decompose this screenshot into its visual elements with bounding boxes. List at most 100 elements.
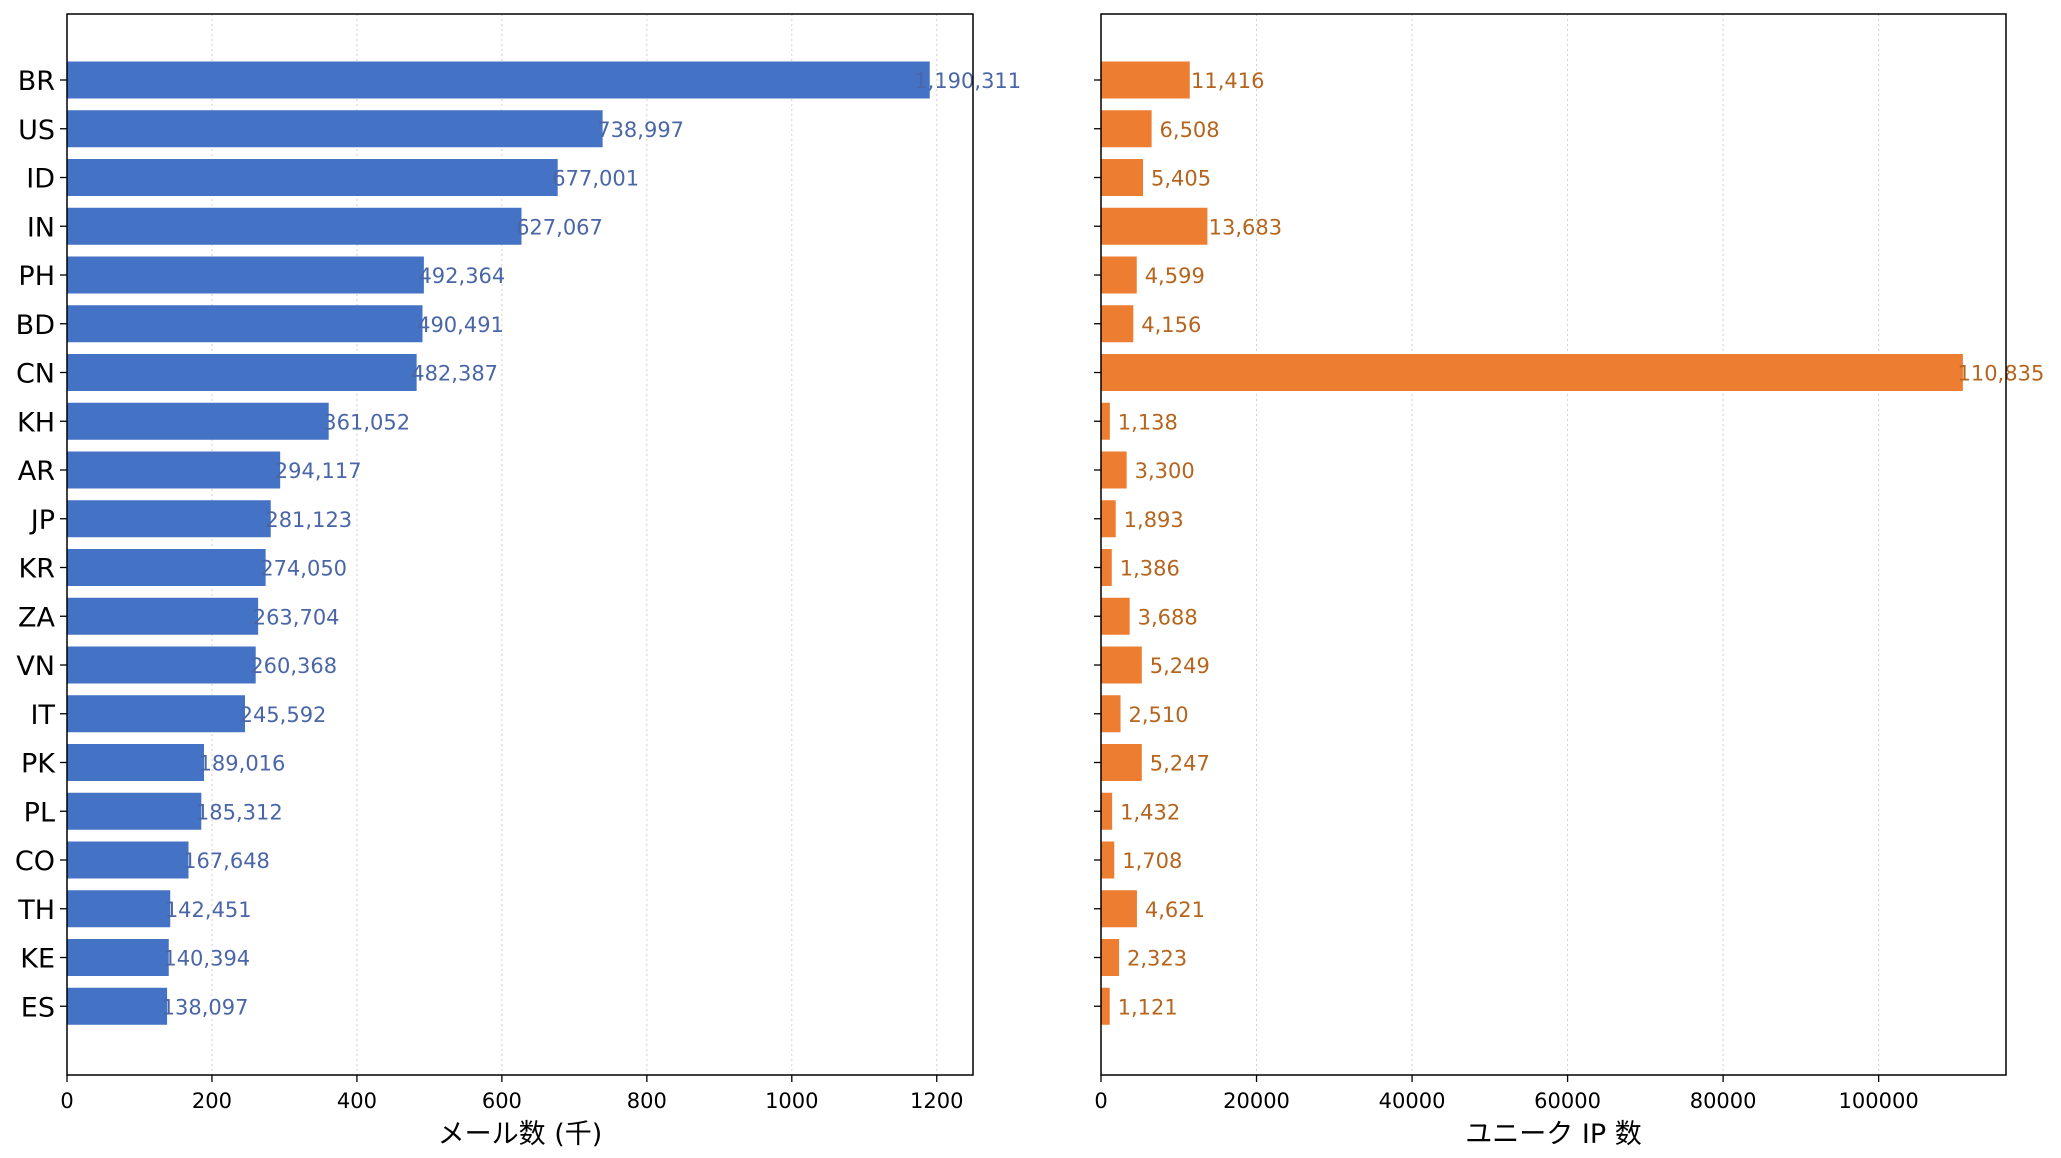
- email-bar-pl: [67, 792, 202, 830]
- ip-bar-ke: [1101, 939, 1120, 976]
- email-bar-id: [67, 159, 558, 196]
- y-tick-label-kh: KH: [17, 407, 55, 438]
- ip-x-tick-label: 40000: [1379, 1089, 1446, 1113]
- ip-bar-ar: [1101, 451, 1127, 489]
- ip-x-tick-label: 100000: [1839, 1089, 1919, 1113]
- y-tick-label-pl: PL: [24, 797, 55, 828]
- y-tick-label-ph: PH: [18, 261, 55, 292]
- email-count-panel: 1,190,311 BR 738,997 US 677,001 ID 627,067 IN 49…: [15, 13, 1021, 1150]
- email-x-tick-label: 600: [482, 1089, 522, 1113]
- y-tick-label-cn: CN: [16, 359, 55, 390]
- email-bar-ar: [67, 451, 281, 489]
- ip-value-label-jp: 1,893: [1124, 508, 1184, 532]
- ip-value-label-br: 11,416: [1191, 69, 1264, 93]
- ip-value-label-es: 1,121: [1118, 995, 1178, 1019]
- y-tick-label-ke: KE: [20, 944, 55, 975]
- email-value-label-es: 138,097: [162, 995, 249, 1019]
- email-value-label-ar: 294,117: [275, 459, 362, 483]
- ip-x-tick-label: 20000: [1223, 1089, 1290, 1113]
- ip-bar-in: [1101, 207, 1208, 245]
- ip-bar-br: [1101, 61, 1190, 99]
- email-value-label-br: 1,190,311: [914, 69, 1021, 93]
- y-tick-label-th: TH: [17, 895, 55, 926]
- email-bar-vn: [67, 646, 256, 684]
- email-x-tick-label: 0: [60, 1089, 73, 1113]
- ip-bar-jp: [1101, 500, 1116, 538]
- ip-bar-th: [1101, 890, 1137, 928]
- email-value-label-ke: 140,394: [163, 947, 250, 971]
- y-tick-label-bd: BD: [16, 310, 55, 341]
- email-x-axis-label: メール数 (千): [438, 1119, 603, 1150]
- email-bar-cn: [67, 354, 417, 391]
- email-x-tick-label: 400: [337, 1089, 377, 1113]
- email-bar-ke: [67, 939, 169, 976]
- ip-x-axis-label: ユニーク IP 数: [1465, 1119, 1641, 1150]
- email-x-tick-label: 1000: [765, 1089, 818, 1113]
- ip-value-label-kr: 1,386: [1120, 557, 1180, 581]
- y-tick-label-co: CO: [15, 846, 55, 877]
- email-value-label-za: 263,704: [253, 605, 340, 629]
- email-value-label-kr: 274,050: [260, 557, 347, 581]
- email-value-label-th: 142,451: [165, 898, 252, 922]
- y-tick-label-jp: JP: [29, 505, 55, 536]
- ip-x-tick-label: 60000: [1534, 1089, 1601, 1113]
- email-value-label-jp: 281,123: [265, 508, 352, 532]
- ip-value-label-us: 6,508: [1160, 118, 1220, 142]
- y-tick-label-pk: PK: [21, 749, 56, 780]
- ip-value-label-ar: 3,300: [1135, 459, 1195, 483]
- ip-value-label-za: 3,688: [1138, 605, 1198, 629]
- ip-value-label-kh: 1,138: [1118, 410, 1178, 434]
- ip-bar-kr: [1101, 549, 1112, 586]
- email-x-tick-label: 1200: [910, 1089, 963, 1113]
- y-tick-label-in: IN: [27, 212, 55, 243]
- ip-value-label-cn: 110,835: [1957, 362, 2044, 386]
- email-bar-ph: [67, 256, 424, 294]
- y-tick-label-br: BR: [18, 66, 55, 97]
- email-value-label-id: 677,001: [552, 167, 639, 191]
- email-bar-kh: [67, 402, 329, 440]
- email-value-label-kh: 361,052: [323, 410, 410, 434]
- y-tick-label-es: ES: [21, 992, 55, 1023]
- email-bar-br: [67, 61, 930, 99]
- ip-value-label-vn: 5,249: [1150, 654, 1210, 678]
- email-bar-es: [67, 987, 168, 1025]
- y-tick-label-kr: KR: [19, 554, 55, 585]
- y-tick-label-us: US: [18, 115, 55, 146]
- email-value-label-us: 738,997: [597, 118, 684, 142]
- ip-value-label-co: 1,708: [1122, 849, 1182, 873]
- ip-value-label-ke: 2,323: [1127, 947, 1187, 971]
- y-tick-label-za: ZA: [18, 602, 55, 633]
- ip-bar-vn: [1101, 646, 1142, 684]
- ip-value-label-in: 13,683: [1209, 215, 1282, 239]
- y-tick-label-ar: AR: [18, 456, 55, 487]
- ip-value-label-id: 5,405: [1151, 167, 1211, 191]
- ip-bar-bd: [1101, 305, 1134, 343]
- email-value-label-pl: 185,312: [196, 800, 283, 824]
- ip-x-tick-label: 80000: [1690, 1089, 1757, 1113]
- ip-bar-es: [1101, 987, 1110, 1025]
- ip-value-label-bd: 4,156: [1141, 313, 1201, 337]
- email-x-tick-label: 200: [192, 1089, 232, 1113]
- unique-ip-panel: 11,416 6,508 5,405 13,683 4,599 4,156 110,835 1…: [1094, 13, 2044, 1150]
- ip-value-label-it: 2,510: [1128, 703, 1188, 727]
- ip-bar-co: [1101, 841, 1115, 879]
- email-value-label-cn: 482,387: [411, 362, 498, 386]
- email-value-label-co: 167,648: [183, 849, 270, 873]
- email-value-label-in: 627,067: [516, 215, 603, 239]
- ip-value-label-th: 4,621: [1145, 898, 1205, 922]
- email-bar-in: [67, 207, 522, 245]
- ip-bar-pl: [1101, 792, 1113, 830]
- email-bar-th: [67, 890, 171, 928]
- email-bar-kr: [67, 549, 266, 586]
- y-tick-label-vn: VN: [16, 651, 55, 682]
- ip-value-label-pk: 5,247: [1150, 752, 1210, 776]
- email-bar-it: [67, 695, 246, 733]
- y-tick-label-id: ID: [26, 164, 55, 195]
- ip-bar-us: [1101, 110, 1152, 148]
- email-bar-jp: [67, 500, 271, 538]
- email-value-label-vn: 260,368: [250, 654, 337, 678]
- ip-bar-za: [1101, 597, 1130, 635]
- y-tick-label-it: IT: [31, 700, 56, 731]
- email-bar-za: [67, 597, 259, 635]
- ip-bar-pk: [1101, 744, 1142, 781]
